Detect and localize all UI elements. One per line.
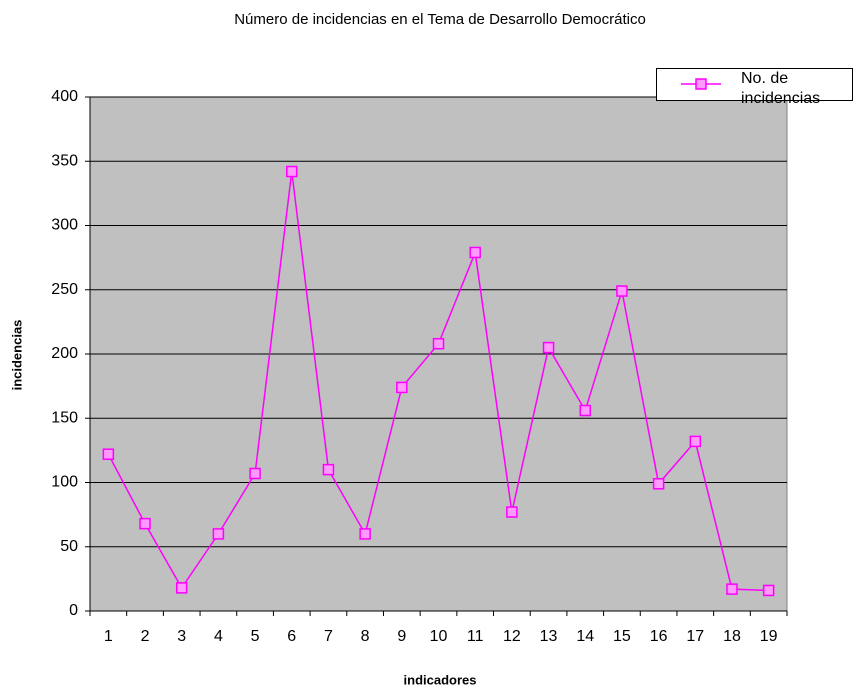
- x-tick-label: 1: [104, 628, 113, 645]
- point-marker: [249, 467, 261, 480]
- point-marker: [102, 448, 115, 460]
- y-tick-label: 400: [51, 88, 78, 105]
- y-tick-label: 100: [51, 474, 78, 491]
- x-tick-label: 14: [576, 628, 594, 645]
- y-tick-label: 250: [51, 281, 78, 298]
- x-tick-label: 17: [686, 628, 704, 645]
- point-marker: [542, 341, 555, 354]
- x-tick-label: 6: [287, 628, 296, 645]
- x-tick-label: 4: [214, 628, 223, 645]
- x-tick-label: 7: [324, 628, 333, 645]
- x-tick-label: 8: [361, 628, 370, 645]
- y-tick-label: 350: [51, 152, 78, 169]
- legend-label: No. de incidencias: [741, 70, 821, 107]
- x-tick-label: 19: [760, 628, 778, 645]
- y-tick-label: 150: [51, 409, 78, 426]
- x-axis-label: indicadores: [404, 672, 477, 687]
- point-marker: [139, 517, 151, 530]
- point-marker: [432, 337, 445, 350]
- chart-title: Número de incidencias en el Tema de Desa…: [234, 11, 646, 28]
- x-tick-label: 16: [650, 628, 668, 645]
- y-tick-label: 50: [60, 538, 78, 555]
- point-marker: [506, 506, 518, 518]
- y-tick-label: 300: [51, 217, 78, 234]
- x-tick-label: 5: [251, 628, 260, 645]
- point-marker: [652, 478, 665, 490]
- point-marker: [689, 435, 702, 448]
- point-marker: [175, 582, 188, 594]
- point-marker: [322, 463, 335, 476]
- x-tick-label: 18: [723, 628, 741, 645]
- y-tick-label: 0: [69, 602, 78, 619]
- point-marker: [616, 285, 628, 297]
- x-tick-label: 13: [540, 628, 558, 645]
- x-tick-label: 9: [397, 628, 406, 645]
- point-marker: [286, 165, 298, 178]
- x-tick-label: 10: [430, 628, 448, 645]
- x-tick-label: 15: [613, 628, 631, 645]
- point-marker: [579, 404, 591, 417]
- y-tick-label: 200: [51, 345, 78, 362]
- x-tick-label: 11: [467, 628, 484, 645]
- point-marker: [396, 381, 408, 394]
- x-tick-label: 2: [141, 628, 150, 645]
- point-marker: [212, 528, 225, 540]
- y-axis-label: incidencias: [9, 320, 24, 391]
- point-marker: [359, 528, 371, 540]
- legend: No. de incidencias: [656, 68, 853, 107]
- point-marker: [726, 583, 738, 595]
- x-tick-label: 3: [177, 628, 186, 645]
- point-marker: [469, 246, 481, 259]
- point-marker: [762, 584, 775, 597]
- x-tick-label: 12: [503, 628, 521, 645]
- legend-swatch: [681, 78, 721, 90]
